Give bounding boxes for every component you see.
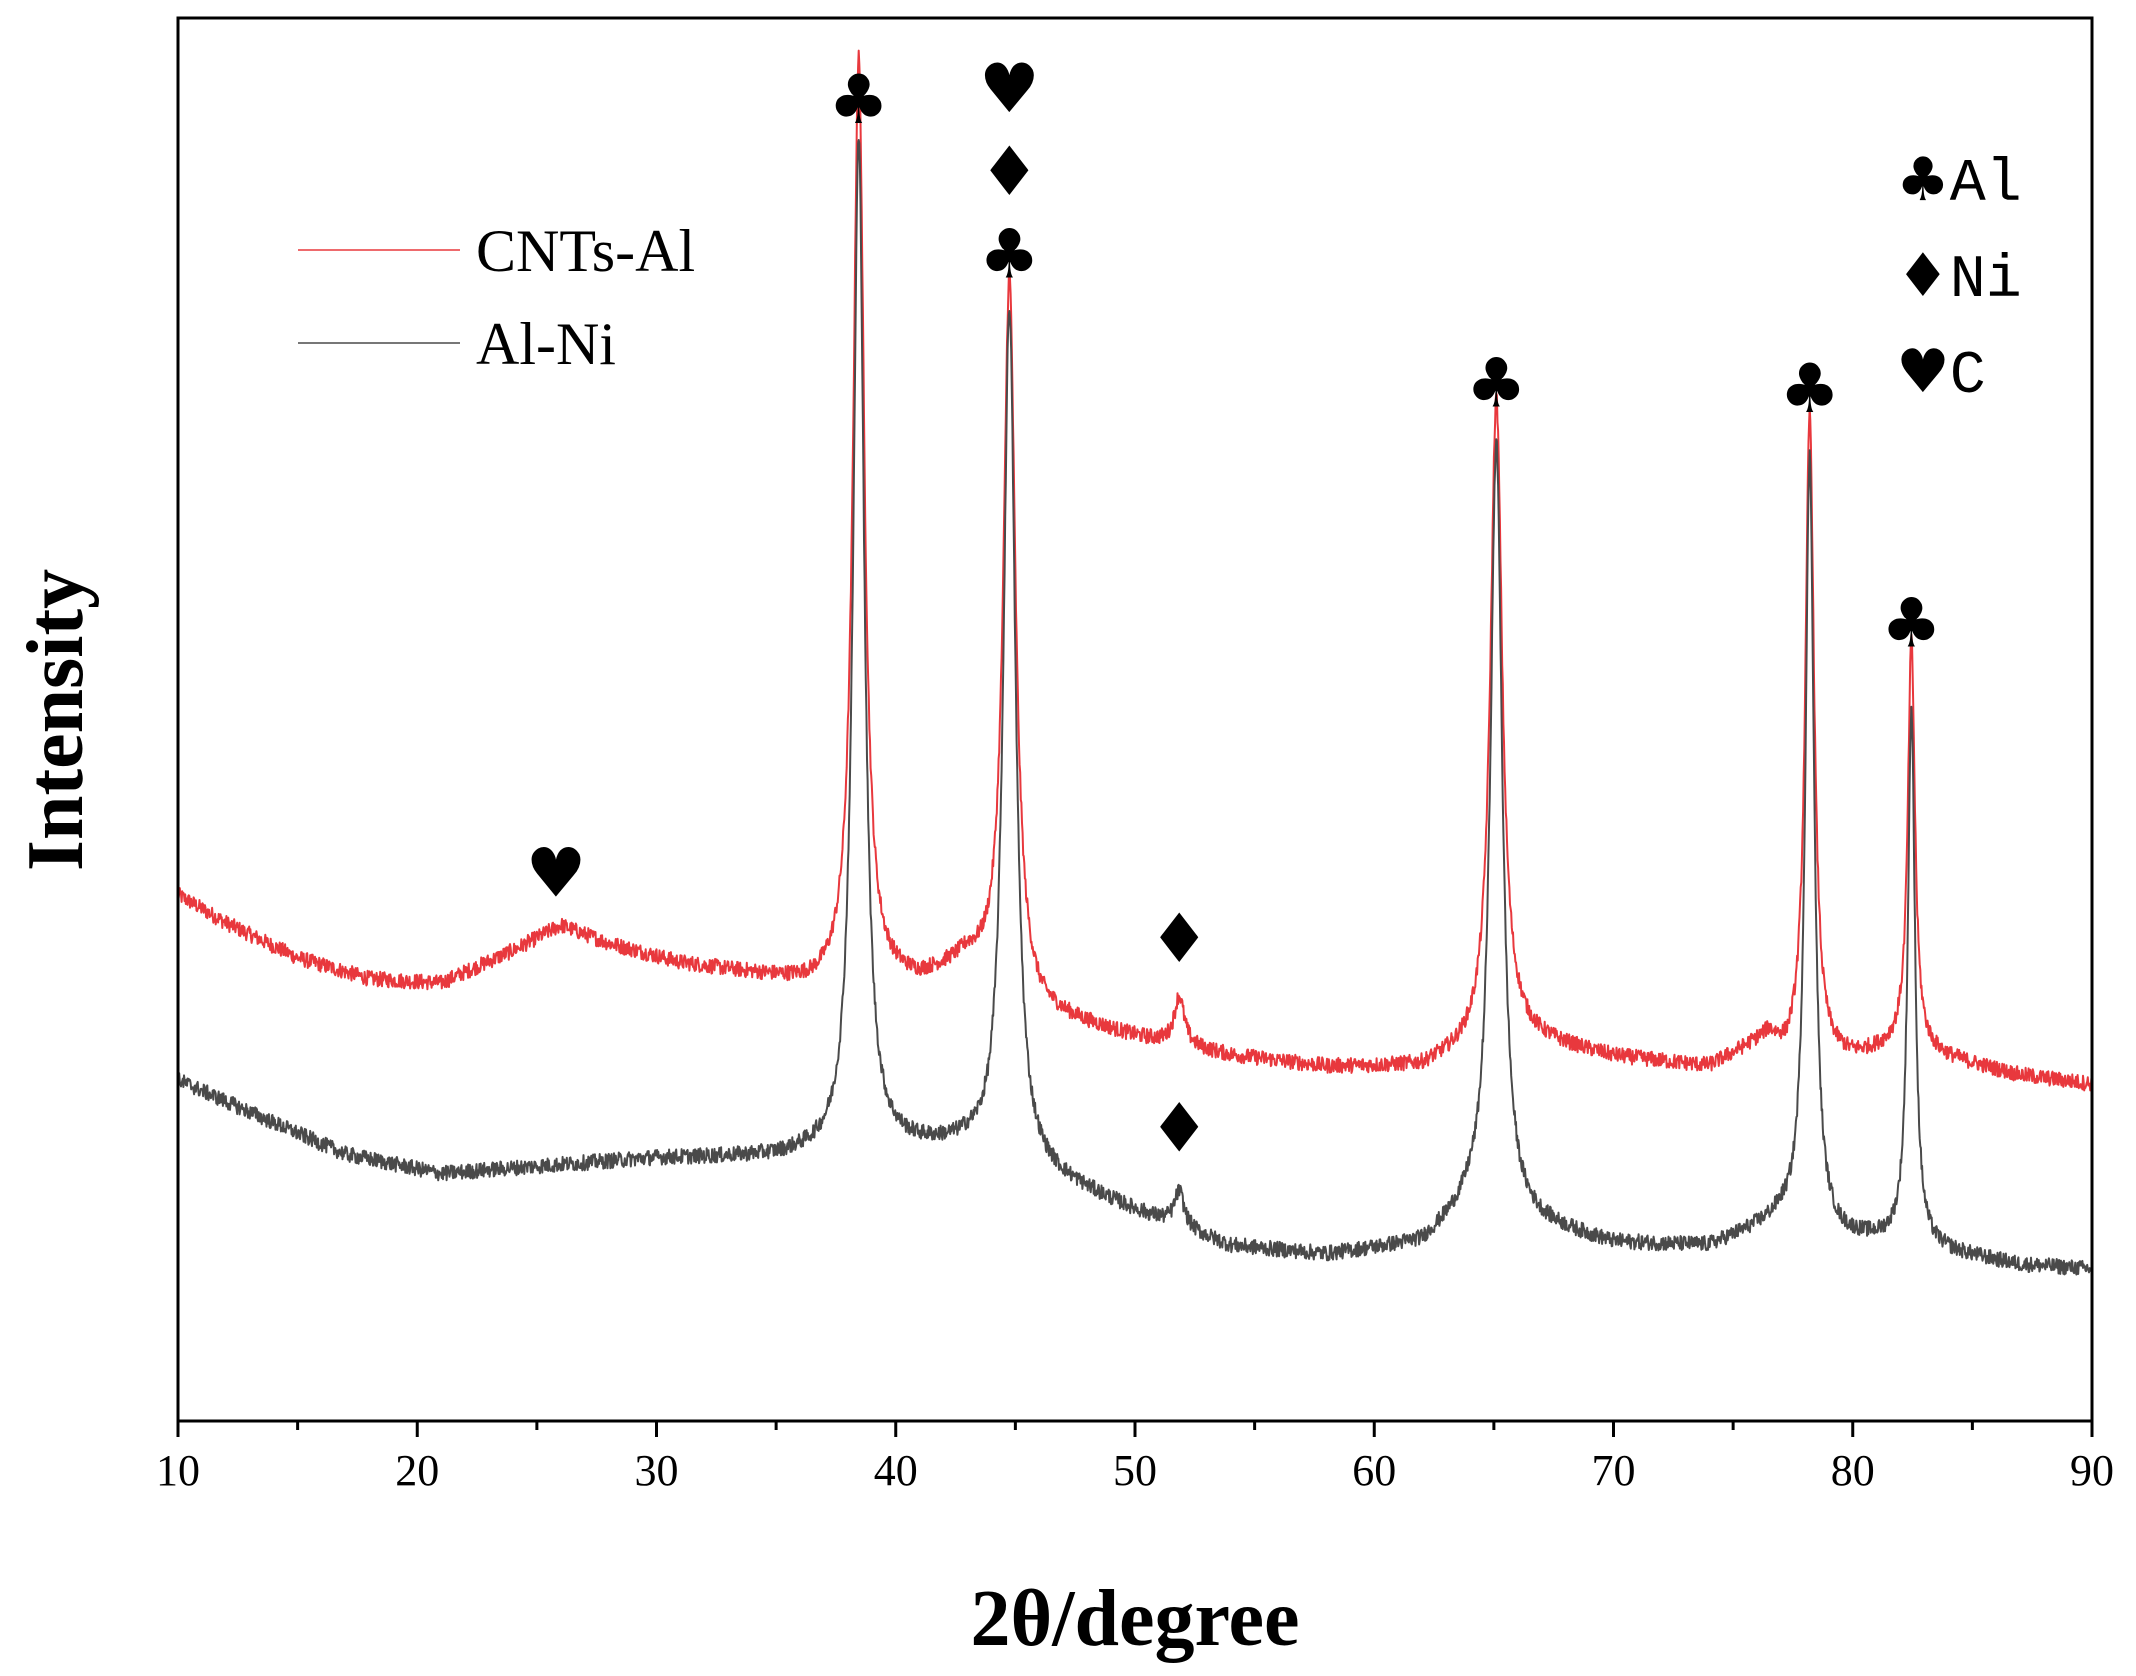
phase-key: ♣Al ♦Ni ♥C: [1896, 145, 2022, 411]
x-tick-label: 10: [156, 1446, 200, 1495]
phase-key-ni: ♦Ni: [1896, 241, 2022, 315]
y-axis-title: Intensity: [12, 569, 100, 871]
x-tick-label: 80: [1831, 1446, 1875, 1495]
heart-icon: ♥: [979, 50, 1040, 129]
diamond-icon: ♦: [1896, 241, 1950, 311]
x-axis-ticks: 10 20 30 40 50 60 70 80 90: [156, 1421, 2114, 1495]
x-tick-label: 70: [1592, 1446, 1636, 1495]
heart-icon: ♥: [526, 834, 587, 913]
series-layer: [177, 49, 2093, 1276]
club-icon: ♣: [828, 61, 889, 140]
series-line-cnts-al: [177, 49, 2093, 1092]
x-tick-label: 40: [874, 1446, 918, 1495]
phase-key-al: ♣Al: [1896, 145, 2022, 219]
club-icon: ♣: [1896, 145, 1950, 215]
phase-key-c: ♥C: [1896, 337, 1986, 411]
x-axis-title: 2θ/degree: [970, 1575, 1299, 1663]
diamond-icon: ♦: [979, 133, 1040, 212]
diamond-icon: ♦: [1149, 900, 1210, 979]
x-tick-label: 60: [1352, 1446, 1396, 1495]
heart-icon: ♥: [1896, 337, 1950, 407]
legend-label-cnts-al: CNTs-Al: [476, 218, 695, 284]
diamond-icon: ♦: [1149, 1090, 1210, 1169]
club-icon: ♣: [979, 216, 1040, 295]
x-tick-label: 20: [395, 1446, 439, 1495]
club-icon: ♣: [1779, 350, 1840, 429]
phase-key-label-al: Al: [1950, 151, 2022, 219]
phase-key-label-ni: Ni: [1950, 247, 2022, 315]
club-icon: ♣: [1466, 345, 1527, 424]
legend-label-al-ni: Al-Ni: [476, 311, 616, 377]
club-icon: ♣: [1881, 585, 1942, 664]
phase-key-label-c: C: [1950, 343, 1986, 411]
peak-annotations: ♥♣♣♦♥♦♦♣ ♣♣: [526, 50, 1942, 1169]
series-line-al-ni: [177, 139, 2093, 1276]
x-tick-label: 30: [635, 1446, 679, 1495]
x-tick-label: 90: [2070, 1446, 2114, 1495]
legend: CNTs-Al Al-Ni: [298, 218, 695, 377]
x-tick-label: 50: [1113, 1446, 1157, 1495]
